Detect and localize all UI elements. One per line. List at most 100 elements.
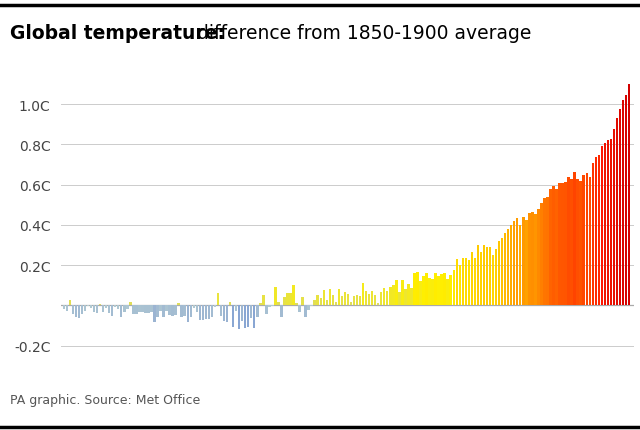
Bar — [338, 289, 340, 306]
Bar — [607, 140, 609, 306]
Bar — [449, 276, 452, 306]
Bar — [163, 306, 165, 317]
Bar — [344, 292, 346, 306]
Bar — [241, 306, 243, 321]
Bar — [108, 306, 111, 313]
Bar — [573, 173, 576, 306]
Bar — [177, 303, 180, 306]
Bar — [577, 179, 579, 306]
Bar — [105, 306, 108, 308]
Bar — [610, 140, 612, 306]
Bar — [368, 294, 371, 306]
Bar — [196, 306, 198, 313]
Bar — [111, 306, 113, 316]
Bar — [117, 306, 120, 310]
Bar — [395, 280, 397, 306]
Bar — [477, 245, 479, 306]
Bar — [513, 221, 515, 306]
Bar — [543, 199, 546, 306]
Bar — [280, 306, 283, 317]
Bar — [377, 304, 380, 306]
Bar — [480, 253, 482, 306]
Bar — [413, 273, 416, 306]
Bar — [211, 306, 213, 317]
Bar — [159, 306, 162, 311]
Bar — [537, 209, 540, 306]
Bar — [132, 306, 134, 314]
Bar — [431, 279, 434, 306]
Bar — [359, 297, 362, 306]
Bar — [156, 306, 159, 317]
Bar — [568, 177, 570, 306]
Bar — [295, 304, 298, 306]
Bar — [401, 281, 404, 306]
Bar — [207, 306, 210, 319]
Bar — [120, 306, 122, 317]
Bar — [335, 302, 337, 306]
Bar — [489, 248, 492, 306]
Bar — [410, 289, 413, 306]
Bar — [437, 276, 440, 306]
Bar — [456, 259, 458, 306]
Bar — [226, 306, 228, 322]
Bar — [250, 306, 252, 319]
Bar — [217, 294, 220, 306]
Bar — [317, 295, 319, 306]
Bar — [561, 183, 564, 306]
Bar — [570, 179, 573, 306]
Bar — [259, 303, 262, 306]
Bar — [528, 213, 531, 306]
Bar — [461, 258, 464, 306]
Bar — [612, 129, 615, 306]
Bar — [332, 296, 334, 306]
Bar — [141, 306, 143, 313]
Bar — [447, 280, 449, 306]
Bar — [468, 260, 470, 306]
Bar — [398, 293, 401, 306]
Bar — [262, 296, 264, 306]
Text: difference from 1850-1900 average: difference from 1850-1900 average — [191, 24, 531, 43]
Bar — [229, 302, 231, 306]
Bar — [323, 291, 325, 306]
Bar — [286, 293, 289, 306]
Bar — [492, 255, 494, 306]
Bar — [102, 306, 104, 313]
Bar — [386, 292, 388, 306]
Bar — [622, 101, 624, 306]
Bar — [374, 295, 376, 306]
Bar — [326, 301, 328, 306]
Bar — [392, 286, 394, 306]
Bar — [232, 306, 234, 328]
Bar — [525, 221, 527, 306]
Bar — [383, 289, 385, 306]
Bar — [235, 306, 237, 312]
Bar — [486, 247, 488, 306]
Bar — [153, 306, 156, 322]
Bar — [362, 283, 364, 306]
Bar — [452, 270, 455, 306]
Bar — [84, 306, 86, 311]
Bar — [126, 306, 129, 309]
Bar — [175, 306, 177, 315]
Bar — [193, 306, 195, 308]
Bar — [389, 287, 392, 306]
Bar — [625, 96, 627, 306]
Bar — [474, 258, 476, 306]
Bar — [589, 177, 591, 306]
Bar — [444, 273, 446, 306]
Bar — [498, 242, 500, 306]
Bar — [66, 306, 68, 311]
Bar — [292, 285, 295, 306]
Bar — [347, 294, 349, 306]
Bar — [99, 304, 101, 306]
Bar — [549, 190, 552, 306]
Bar — [504, 233, 506, 306]
Bar — [186, 306, 189, 322]
Bar — [189, 306, 192, 317]
Bar — [426, 273, 428, 306]
Bar — [72, 306, 74, 314]
Bar — [253, 306, 255, 329]
Bar — [198, 306, 201, 320]
Bar — [284, 298, 285, 306]
Text: Global temperature:: Global temperature: — [10, 24, 225, 43]
